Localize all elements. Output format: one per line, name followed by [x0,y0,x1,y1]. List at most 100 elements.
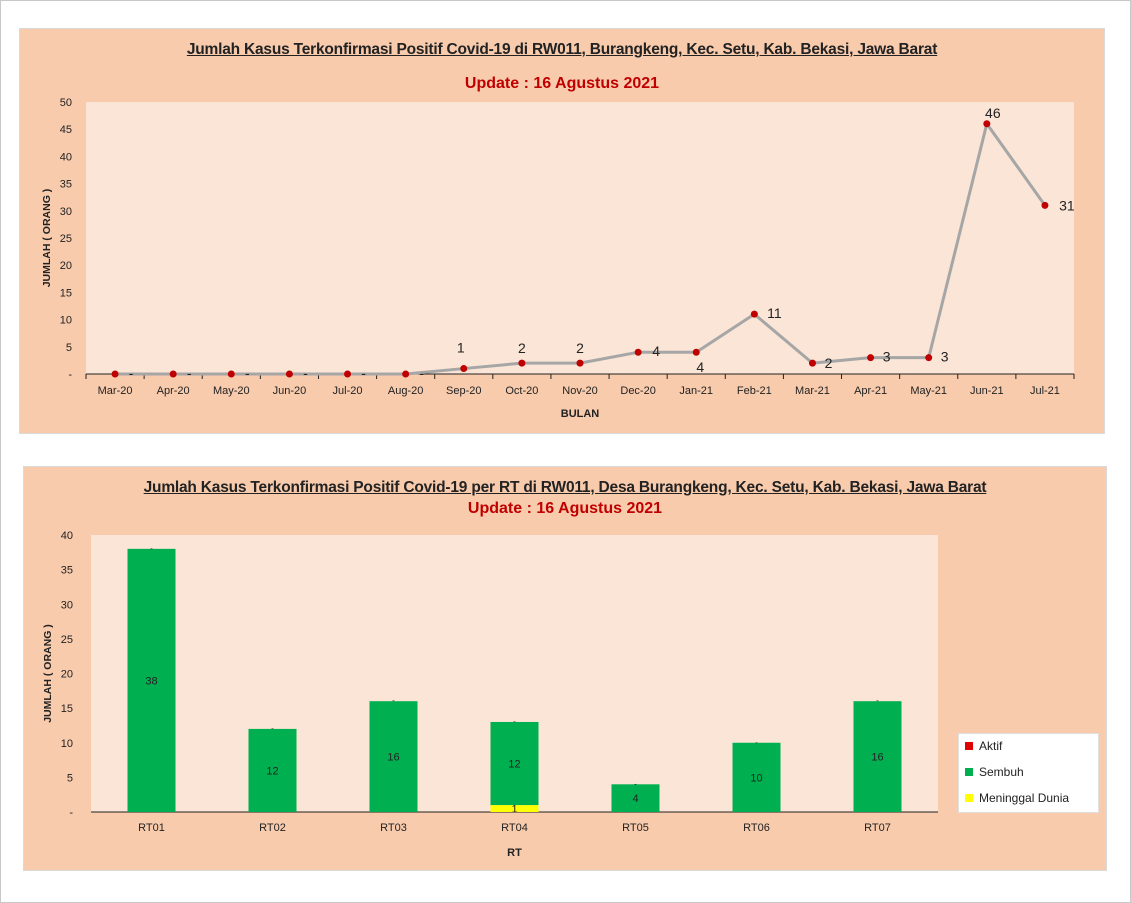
data-label: 2 [576,340,584,356]
y-tick-label: 5 [67,772,73,784]
data-point [285,370,293,378]
bar-segment [490,721,539,806]
data-point [867,354,875,362]
data-point [169,370,177,378]
bar-data-label: 1 [511,804,517,816]
legend-swatch-meninggal [965,794,973,802]
y-axis-title: JUMLAH ( ORANG ) [42,624,54,723]
y-tick-label: 10 [60,315,72,327]
x-tick-label: May-20 [213,385,250,397]
data-point [692,348,700,356]
data-label: - [303,365,308,381]
data-point [227,370,235,378]
bar-segment [248,728,297,812]
bar-data-label: - [755,738,758,747]
bar-data-label: - [634,779,637,788]
x-axis-title: BULAN [561,408,600,420]
y-tick-label: - [68,369,72,381]
data-label: 4 [696,359,704,375]
bar-data-label: 12 [266,765,278,777]
x-tick-label: Oct-20 [505,385,538,397]
y-tick-label: 15 [60,287,72,299]
y-tick-label: 40 [61,530,73,542]
y-tick-label: 25 [60,233,72,245]
x-tick-label: RT02 [259,822,286,834]
x-tick-label: Dec-20 [620,385,655,397]
x-tick-label: Jul-21 [1030,385,1060,397]
bar-chart: - 5 10 15 20 25 30 35 40 RT01 RT02 RT03 RT04 RT05 RT06… [42,530,938,859]
data-point [111,370,119,378]
x-tick-label: Jun-21 [970,385,1004,397]
data-label: 2 [518,340,526,356]
x-axis-title: RT [507,847,522,859]
y-tick-label: 50 [60,97,72,109]
legend-label-aktif: Aktif [979,739,1003,753]
x-tick-label: Jun-20 [273,385,307,397]
x-tick-label: Feb-21 [737,385,772,397]
x-tick-label: Apr-20 [157,385,190,397]
plot-area [86,102,1074,374]
x-tick-label: RT06 [743,822,770,834]
data-point [460,365,468,373]
y-tick-label: 30 [61,599,73,611]
data-label: 46 [985,105,1001,121]
bar-data-label: - [392,696,395,705]
y-tick-label: 40 [60,151,72,163]
x-tick-label: Aug-20 [388,385,423,397]
data-point [518,359,526,367]
bar-chart-title: Jumlah Kasus Terkonfirmasi Positif Covid… [143,479,987,496]
bar-chart-subtitle: Update : 16 Agustus 2021 [467,500,663,517]
x-tick-label: RT03 [380,822,407,834]
data-point [808,359,816,367]
bar-data-label: 16 [871,752,883,764]
data-point [576,359,584,367]
y-axis-title: JUMLAH ( ORANG ) [41,189,53,288]
data-label: - [419,365,424,381]
data-point [402,370,410,378]
bar-data-label: 4 [632,793,638,805]
y-tick-label: 30 [60,206,72,218]
x-tick-label: RT05 [622,822,649,834]
x-tick-label: RT04 [501,822,528,834]
data-label: - [361,365,366,381]
bar-chart-panel: Jumlah Kasus Terkonfirmasi Positif Covid… [23,466,1107,871]
y-tick-label: 45 [60,124,72,136]
legend-label-meninggal: Meninggal Dunia [979,791,1070,805]
bar-segment [369,701,418,812]
data-label: - [129,365,134,381]
y-tick-label: 15 [61,703,73,715]
data-label: 3 [941,349,949,365]
data-label: 11 [767,305,782,321]
bar-data-label: - [150,544,153,553]
bar-chart-legend: Aktif Sembuh Meninggal Dunia [958,733,1099,813]
x-tick-label: Apr-21 [854,385,887,397]
legend-label-sembuh: Sembuh [979,765,1024,779]
data-label: 4 [652,343,660,359]
line-chart: - 5 10 15 20 25 30 35 40 45 50 Mar-20 Apr-20 May-20 Ju… [41,97,1075,420]
y-tick-label: - [69,807,73,819]
x-tick-label: Jan-21 [679,385,713,397]
data-point [983,120,991,128]
x-tick-label: Nov-20 [562,385,597,397]
data-point [634,348,642,356]
data-label: 2 [825,355,833,371]
legend-swatch-aktif [965,742,973,750]
bar-data-label: - [876,696,879,705]
bar-segment [490,805,539,812]
bar-data-label: - [271,724,274,733]
legend-item-aktif: Aktif [965,738,1002,754]
line-chart-title: Jumlah Kasus Terkonfirmasi Positif Covid… [186,41,938,58]
y-tick-label: 20 [61,669,73,681]
y-tick-label: 25 [61,634,73,646]
data-label: - [187,365,192,381]
legend-swatch-sembuh [965,768,973,776]
data-point [750,310,758,318]
legend-item-sembuh: Sembuh [965,764,1024,780]
x-tick-label: Mar-21 [795,385,830,397]
y-tick-label: 35 [60,179,72,191]
bar-data-label: - [513,717,516,726]
x-tick-label: Sep-20 [446,385,481,397]
y-tick-label: 20 [60,260,72,272]
legend-item-meninggal: Meninggal Dunia [965,790,1069,806]
data-label: 3 [883,349,891,365]
